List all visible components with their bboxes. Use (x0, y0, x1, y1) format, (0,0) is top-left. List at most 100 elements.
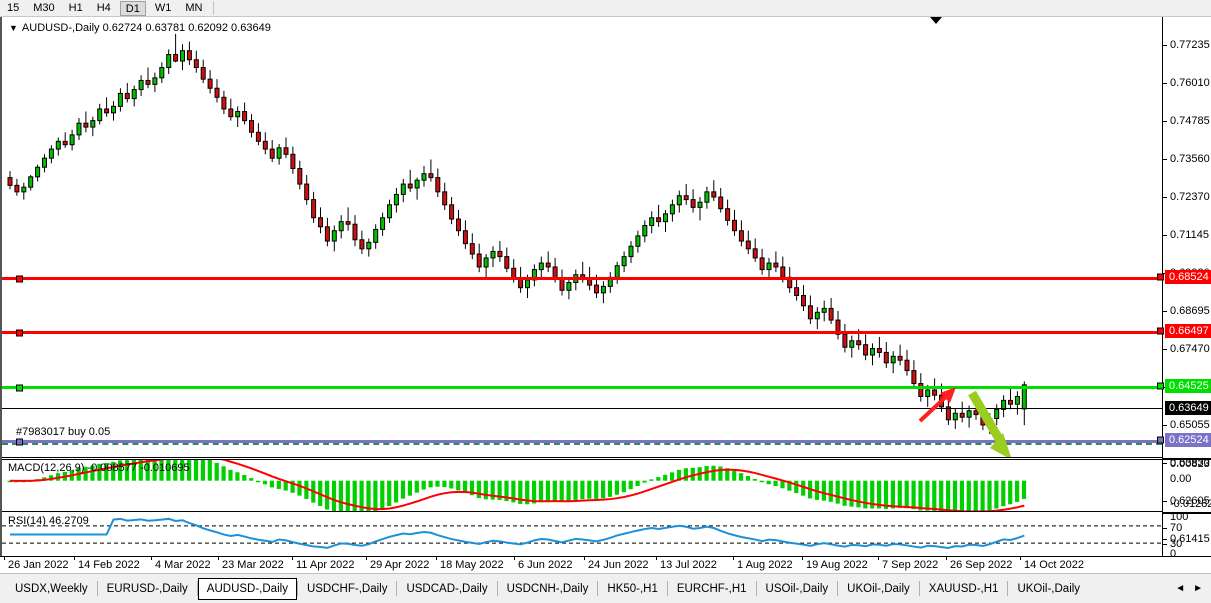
tab-separator (296, 581, 298, 596)
time-tick-mark (151, 557, 152, 560)
timeframe-button-m30[interactable]: M30 (33, 1, 55, 14)
rsi-label: RSI(14) 46.2709 (8, 515, 89, 527)
chart-tab-eurchf-h1[interactable]: EURCHF-,H1 (676, 582, 747, 595)
tab-scroll-right-icon[interactable]: ► (1193, 583, 1203, 594)
price-tick-label: 0.61415 (1170, 533, 1210, 545)
time-tick-label: 26 Sep 2022 (950, 559, 1013, 571)
tab-separator (755, 581, 757, 596)
time-tick-label: 24 Jun 2022 (588, 559, 649, 571)
chart-tab-usdx-weekly[interactable]: USDX,Weekly (15, 582, 88, 595)
timeframe-button-h1[interactable]: H1 (68, 1, 83, 14)
price-tick-mark (1163, 349, 1167, 350)
time-tick-label: 13 Jul 2022 (660, 559, 717, 571)
rsi-pane[interactable]: RSI(14) 46.2709 (2, 513, 1162, 556)
rsi-level-mark (1163, 528, 1167, 529)
collapse-triangle-icon[interactable]: ▼ (9, 23, 18, 33)
price-tick-mark (1163, 539, 1167, 540)
chart-tab-hk50-h1[interactable]: HK50-,H1 (607, 582, 658, 595)
time-tick-mark (1020, 557, 1021, 560)
price-tick-label: 0.71145 (1170, 229, 1209, 241)
time-tick-mark (366, 557, 367, 560)
tab-scroll-left-icon[interactable]: ◄ (1175, 583, 1186, 594)
time-tick-mark (218, 557, 219, 560)
rsi-tick-label: 100 (1170, 511, 1189, 523)
price-tick-mark (1163, 45, 1167, 46)
price-tick-mark (1163, 159, 1167, 160)
price-tick-label: 0.73560 (1170, 153, 1210, 165)
chart-tab-eurusd-daily[interactable]: EURUSD-,Daily (106, 582, 188, 595)
time-tick-mark (946, 557, 947, 560)
drawing-annotations[interactable] (2, 17, 1162, 458)
time-tick-mark (584, 557, 585, 560)
price-tick-label: 0.67470 (1170, 343, 1210, 355)
price-tick-label: 0.74785 (1170, 115, 1210, 127)
chart-tab-xauusd-h1[interactable]: XAUUSD-,H1 (928, 582, 999, 595)
chart-tab-usdchf-daily[interactable]: USDCHF-,Daily (306, 582, 388, 595)
candlestick-series (7, 33, 1027, 435)
price-axis[interactable]: 0.77235 0.76010 0.74785 0.73560 0.72370 0.711… (1157, 17, 1211, 560)
tab-separator (96, 581, 98, 596)
chart-plot-area[interactable]: ▼ AUDUSD-,Daily 0.62724 0.63781 0.62092 0… (0, 17, 1162, 556)
timeframe-button-d1[interactable]: D1 (119, 0, 146, 16)
tab-separator (196, 581, 198, 596)
price-highlight-label[interactable]: 0.62524 (1157, 433, 1211, 447)
time-tick-mark (656, 557, 657, 560)
price-marker-handle-icon[interactable] (1157, 436, 1164, 444)
time-tick-mark (878, 557, 879, 560)
price-marker-handle-icon[interactable] (1157, 382, 1164, 390)
time-axis[interactable]: 26 Jan 2022 14 Feb 2022 4 Mar 2022 23 Mar 2… (0, 556, 1211, 573)
chart-tab-audusd-daily[interactable]: AUDUSD-,Daily (197, 577, 297, 600)
chart-tab-usdcnh-daily[interactable]: USDCNH-,Daily (506, 582, 589, 595)
macd-pane[interactable]: MACD(12,26,9) -0.008577 -0.010695 (2, 459, 1162, 512)
rsi-tick-label: 0 (1170, 548, 1177, 560)
price-marker-handle-icon[interactable] (1157, 327, 1164, 335)
time-tick-label: 26 Jan 2022 (8, 559, 69, 571)
price-tick-label: 0.68695 (1170, 305, 1210, 317)
chart-scroll-marker-icon[interactable] (930, 17, 942, 24)
time-tick-label: 7 Sep 2022 (882, 559, 939, 571)
chart-tab-bar[interactable]: USDX,Weekly EURUSD-,Daily AUDUSD-,Daily USD… (0, 573, 1211, 603)
price-tick-mark (1163, 83, 1167, 84)
chart-symbol-label: ▼ AUDUSD-,Daily 0.62724 0.63781 0.62092 0… (9, 22, 271, 34)
macd-tick-label: -0.012827 (1170, 498, 1211, 510)
time-tick-label: 1 Aug 2022 (737, 559, 793, 571)
price-tick-label: 0.62605 (1170, 495, 1210, 507)
time-tick-label: 6 Jun 2022 (518, 559, 573, 571)
tab-separator (597, 581, 599, 596)
time-tick-mark (802, 557, 803, 560)
time-tick-mark (733, 557, 734, 560)
rsi-tick-label: 30 (1170, 538, 1183, 550)
bullish-arrow-icon (918, 387, 956, 423)
position-label: #7983017 buy 0.05 (16, 426, 111, 438)
timeframe-toolbar: 15 M30 H1 H4 D1 W1 MN (0, 0, 1211, 17)
price-pane[interactable]: ▼ AUDUSD-,Daily 0.62724 0.63781 0.62092 0… (2, 17, 1162, 458)
time-tick-label: 18 May 2022 (440, 559, 504, 571)
price-tick-mark (1163, 425, 1167, 426)
price-marker-handle-icon[interactable] (1157, 273, 1164, 281)
price-highlight-label[interactable]: 0.68524 (1157, 270, 1211, 284)
time-tick-mark (74, 557, 75, 560)
price-highlight-label[interactable]: 0.63649 (1165, 401, 1211, 415)
chart-tab-usoil-daily[interactable]: USOil-,Daily (765, 582, 829, 595)
price-tick-mark (1163, 235, 1167, 236)
price-tick-label: 0.77235 (1170, 39, 1210, 51)
timeframe-button-w1[interactable]: W1 (154, 1, 172, 14)
axis-divider-2 (1163, 459, 1211, 460)
timeframe-button-h4[interactable]: H4 (96, 1, 111, 14)
chart-tab-ukoil-daily[interactable]: UKOil-,Daily (1017, 582, 1081, 595)
time-tick-label: 29 Apr 2022 (370, 559, 430, 571)
macd-tick-label: 0.00823 (1170, 458, 1210, 470)
price-highlight-label[interactable]: 0.66497 (1157, 324, 1211, 338)
price-tick-mark (1163, 311, 1167, 312)
chart-tab-ukoil-daily[interactable]: UKOil-,Daily (847, 582, 910, 595)
rsi-tick-label: 70 (1170, 522, 1183, 534)
tab-separator (1007, 581, 1009, 596)
price-highlight-label[interactable]: 0.64525 (1157, 379, 1211, 393)
axis-divider-1 (1163, 458, 1211, 459)
timeframe-button-mn[interactable]: MN (185, 1, 203, 14)
tab-separator (496, 581, 498, 596)
timeframe-button-15[interactable]: 15 (7, 1, 20, 14)
chart-tab-usdcad-daily[interactable]: USDCAD-,Daily (406, 582, 488, 595)
tab-separator (837, 581, 839, 596)
time-tick-label: 14 Oct 2022 (1024, 559, 1084, 571)
